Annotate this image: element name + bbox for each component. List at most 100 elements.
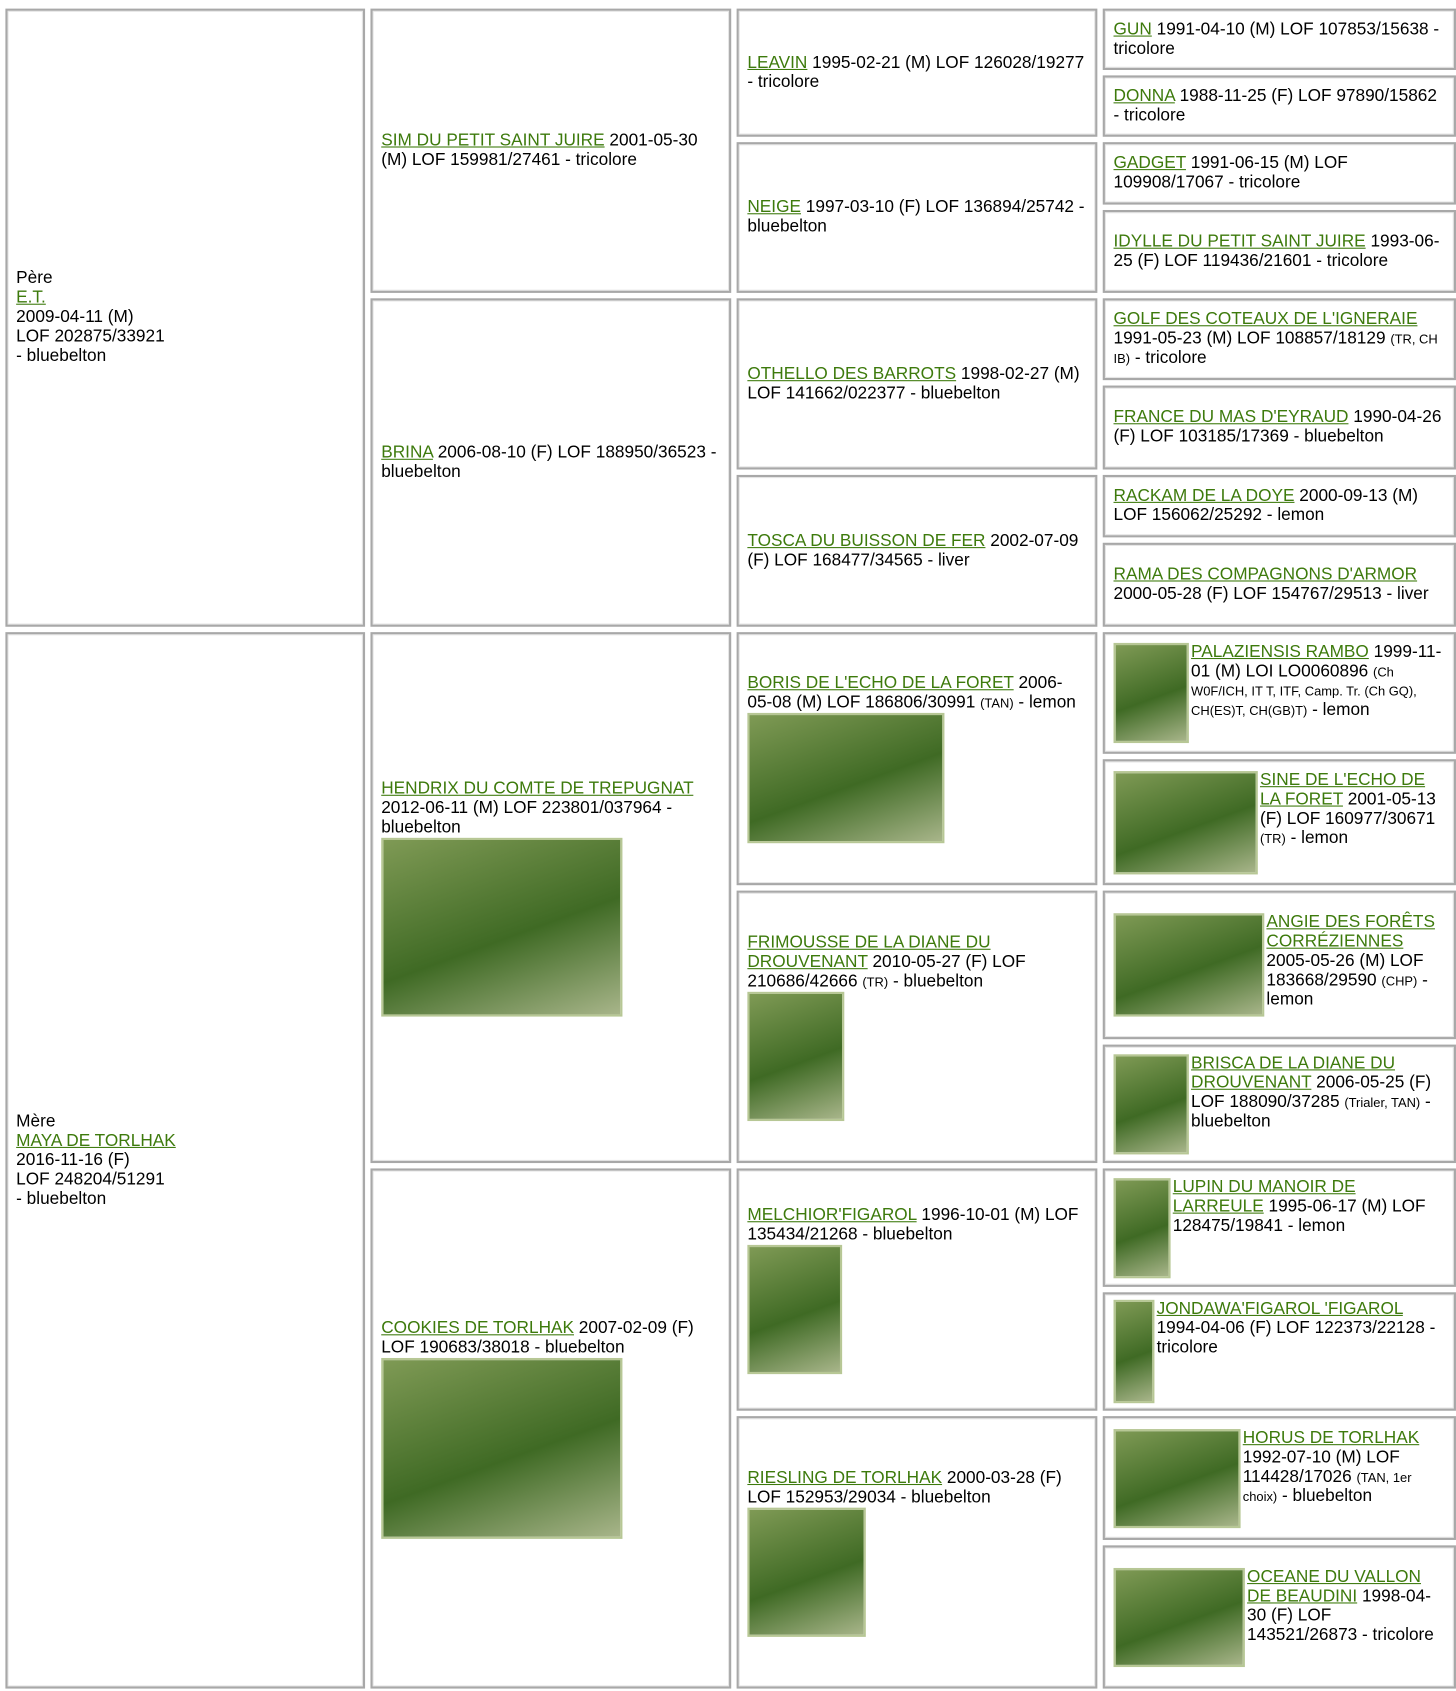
cell-content: OTHELLO DES BARROTS 1998-02-27 (M) LOF 1… xyxy=(747,365,1086,404)
dog-info: 1994-04-06 (F) LOF 122373/22128 - tricol… xyxy=(1156,1319,1436,1357)
dog-info: 1988-11-25 (F) LOF 97890/15862 - tricolo… xyxy=(1113,86,1437,125)
pedigree-cell: TOSCA DU BUISSON DE FER 2002-07-09 (F) L… xyxy=(736,474,1098,627)
pedigree-cell: RAMA DES COMPAGNONS D'ARMOR 2000-05-28 (… xyxy=(1102,542,1456,627)
dog-info: 2000-09-13 (M) LOF 156062/25292 - lemon xyxy=(1113,486,1419,525)
dog-name-link[interactable]: GOLF DES COTEAUX DE L'IGNERAIE xyxy=(1113,310,1418,329)
dog-name-link[interactable]: BORIS DE L'ECHO DE LA FORET xyxy=(747,674,1014,693)
dog-name-link[interactable]: HORUS DE TORLHAK xyxy=(1242,1428,1420,1447)
dog-name-link[interactable]: ANGIE DES FORÊTS CORRÉZIENNES xyxy=(1266,913,1435,951)
cell-content: JONDAWA'FIGAROL 'FIGAROL 1994-04-06 (F) … xyxy=(1113,1299,1446,1404)
dog-name-link[interactable]: BRISCA DE LA DIANE DU DROUVENANT xyxy=(1191,1053,1396,1092)
dog-name-link[interactable]: IDYLLE DU PETIT SAINT JUIRE xyxy=(1113,232,1366,251)
cell-content: ANGIE DES FORÊTS CORRÉZIENNES 2005-05-26… xyxy=(1113,913,1446,1017)
cell-content: COOKIES DE TORLHAK 2007-02-09 (F) LOF 19… xyxy=(381,1319,720,1539)
dog-photo xyxy=(381,1357,623,1539)
dog-color: - bluebelton xyxy=(1282,1486,1373,1505)
cell-content: GUN 1991-04-10 (M) LOF 107853/15638 - tr… xyxy=(1114,20,1446,59)
dog-photo xyxy=(1113,1428,1241,1528)
pedigree-cell: HENDRIX DU COMTE DE TREPUGNAT 2012-06-11… xyxy=(370,632,732,1164)
dog-info: 2012-06-11 (M) LOF 223801/037964 - blueb… xyxy=(381,798,673,837)
pedigree-cell: RACKAM DE LA DOYE 2000-09-13 (M) LOF 156… xyxy=(1102,474,1456,538)
dog-name-link[interactable]: FRANCE DU MAS D'EYRAUD xyxy=(1113,408,1349,427)
pedigree-cell: GADGET 1991-06-15 (M) LOF 109908/17067 -… xyxy=(1102,142,1456,205)
dog-photo xyxy=(747,1507,866,1637)
dog-name-link[interactable]: TOSCA DU BUISSON DE FER xyxy=(747,531,986,550)
dog-info: 1991-04-10 (M) LOF 107853/15638 - tricol… xyxy=(1113,19,1440,58)
dog-photo xyxy=(1113,642,1189,744)
dog-photo xyxy=(747,991,845,1121)
cell-content: LUPIN DU MANOIR DE LARREULE 1995-06-17 (… xyxy=(1113,1177,1446,1278)
dog-name-link[interactable]: RIESLING DE TORLHAK xyxy=(747,1468,943,1487)
dog-info: 1991-05-23 (M) LOF 108857/18129 xyxy=(1113,329,1386,348)
dog-name-link[interactable]: PALAZIENSIS RAMBO xyxy=(1191,642,1369,662)
dog-info: 2009-04-11 (M) xyxy=(16,307,134,327)
cell-content: HORUS DE TORLHAK 1992-07-10 (M) LOF 1144… xyxy=(1113,1428,1446,1528)
cell-content: IDYLLE DU PETIT SAINT JUIRE 1993-06-25 (… xyxy=(1114,232,1446,271)
pedigree-cell: OTHELLO DES BARROTS 1998-02-27 (M) LOF 1… xyxy=(736,298,1098,470)
dog-info: LOF 248204/51291 xyxy=(16,1170,165,1189)
cell-content: NEIGE 1997-03-10 (F) LOF 136894/25742 - … xyxy=(747,198,1086,237)
dog-name-link[interactable]: MAYA DE TORLHAK xyxy=(16,1131,176,1150)
dog-name-link[interactable]: FRIMOUSSE DE LA DIANE DU DROUVENANT xyxy=(747,933,991,971)
cell-content: BRISCA DE LA DIANE DU DROUVENANT 2006-05… xyxy=(1113,1053,1446,1154)
dog-info: 2001-05-13 (F) LOF 160977/30671 xyxy=(1259,789,1436,828)
dog-info: 1995-02-21 (M) LOF 126028/19277 - tricol… xyxy=(747,53,1085,91)
dog-name-link[interactable]: BRINA xyxy=(381,443,433,462)
dog-info: 2006-08-10 (F) LOF 188950/36523 - bluebe… xyxy=(381,443,717,481)
dog-photo xyxy=(1113,913,1265,1017)
pedigree-cell: SINE DE L'ECHO DE LA FORET 2001-05-13 (F… xyxy=(1102,759,1456,886)
dog-name-link[interactable]: COOKIES DE TORLHAK xyxy=(381,1318,575,1337)
dog-color: - bluebelton xyxy=(1191,1092,1431,1131)
pedigree-cell: PALAZIENSIS RAMBO 1999-11-01 (M) LOI LO0… xyxy=(1102,632,1456,754)
dog-info: 1997-03-10 (F) LOF 136894/25742 - bluebe… xyxy=(747,198,1085,236)
cell-content: SIM DU PETIT SAINT JUIRE 2001-05-30 (M) … xyxy=(381,131,720,170)
dog-name-link[interactable]: GUN xyxy=(1113,19,1152,39)
dog-color: - lemon xyxy=(1312,701,1370,720)
dog-name-link[interactable]: OCEANE DU VALLON DE BEAUDINI xyxy=(1247,1567,1422,1606)
cell-content: OCEANE DU VALLON DE BEAUDINI 1998-04-30 … xyxy=(1113,1567,1446,1667)
dog-photo xyxy=(1113,770,1258,874)
cell-content: RIESLING DE TORLHAK 2000-03-28 (F) LOF 1… xyxy=(747,1468,1086,1637)
pedigree-cell: BRINA 2006-08-10 (F) LOF 188950/36523 - … xyxy=(370,298,732,627)
dog-info: 1990-04-26 (F) LOF 103185/17369 - bluebe… xyxy=(1113,408,1442,446)
pedigree-cell: JONDAWA'FIGAROL 'FIGAROL 1994-04-06 (F) … xyxy=(1102,1292,1456,1411)
cell-content: LEAVIN 1995-02-21 (M) LOF 126028/19277 -… xyxy=(747,53,1086,92)
dog-photo xyxy=(1113,1567,1245,1667)
dog-info: 2007-02-09 (F) LOF 190683/38018 - bluebe… xyxy=(381,1318,694,1357)
dog-color: - lemon xyxy=(1018,693,1076,712)
dog-info: 2000-03-28 (F) LOF 152953/29034 - bluebe… xyxy=(747,1468,1062,1507)
dog-info: 1993-06-25 (F) LOF 119436/21601 - tricol… xyxy=(1113,232,1440,270)
dog-name-link[interactable]: GADGET xyxy=(1113,153,1186,173)
cell-content: Père E.T. 2009-04-11 (M) LOF 202875/33921- … xyxy=(16,269,354,366)
dog-name-link[interactable]: JONDAWA'FIGAROL 'FIGAROL xyxy=(1156,1299,1403,1319)
dog-photo xyxy=(747,712,945,844)
cell-content: PALAZIENSIS RAMBO 1999-11-01 (M) LOI LO0… xyxy=(1113,642,1446,744)
dog-name-link[interactable]: HENDRIX DU COMTE DE TREPUGNAT xyxy=(381,779,694,798)
pedigree-cell: Père E.T. 2009-04-11 (M) LOF 202875/33921- … xyxy=(5,8,366,627)
dog-name-link[interactable]: LEAVIN xyxy=(747,53,808,72)
dog-info: 1996-10-01 (M) LOF 135434/21268 - bluebe… xyxy=(747,1205,1079,1244)
cell-content: Mère MAYA DE TORLHAK 2016-11-16 (F) LOF 248… xyxy=(16,1112,354,1209)
dog-titles: (TR) xyxy=(1259,830,1286,846)
dog-name-link[interactable]: LUPIN DU MANOIR DE LARREULE xyxy=(1172,1177,1356,1216)
pedigree-cell: Mère MAYA DE TORLHAK 2016-11-16 (F) LOF 248… xyxy=(5,632,366,1689)
dog-name-link[interactable]: OTHELLO DES BARROTS xyxy=(747,364,957,383)
dog-name-link[interactable]: DONNA xyxy=(1113,86,1175,105)
cell-content: MELCHIOR'FIGAROL 1996-10-01 (M) LOF 1354… xyxy=(747,1206,1086,1374)
dog-info: 2002-07-09 (F) LOF 168477/34565 - liver xyxy=(747,531,1079,570)
dog-info: 1998-02-27 (M) LOF 141662/022377 - blueb… xyxy=(747,364,1080,403)
dog-name-link[interactable]: E.T. xyxy=(16,288,46,307)
dog-titles: (TR) xyxy=(862,974,889,990)
pedigree-cell: OCEANE DU VALLON DE BEAUDINI 1998-04-30 … xyxy=(1102,1545,1456,1689)
dog-name-link[interactable]: MELCHIOR'FIGAROL xyxy=(747,1205,917,1224)
dog-info: 2006-05-25 (F) LOF 188090/37285 xyxy=(1191,1073,1432,1111)
dog-name-link[interactable]: RACKAM DE LA DOYE xyxy=(1113,486,1295,506)
pedigree-cell: BRISCA DE LA DIANE DU DROUVENANT 2006-05… xyxy=(1102,1044,1456,1164)
dog-info: - bluebelton xyxy=(16,1189,107,1208)
dog-name-link[interactable]: SIM DU PETIT SAINT JUIRE xyxy=(381,131,605,150)
dog-name-link[interactable]: RAMA DES COMPAGNONS D'ARMOR xyxy=(1113,565,1418,584)
dog-name-link[interactable]: SINE DE L'ECHO DE LA FORET xyxy=(1259,770,1426,809)
dog-titles: (Trialer, TAN) xyxy=(1344,1094,1421,1110)
dog-name-link[interactable]: NEIGE xyxy=(747,198,801,217)
